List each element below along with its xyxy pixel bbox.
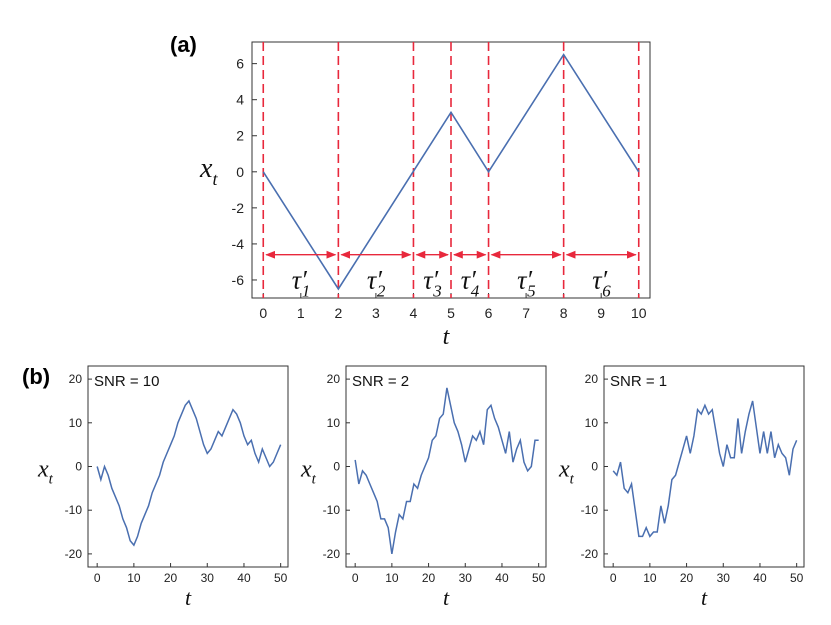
- y-tick-label: 6: [236, 56, 244, 72]
- y-tick-label: 4: [236, 92, 244, 108]
- x-axis-label: t: [185, 585, 192, 610]
- plot-frame: [603, 365, 805, 568]
- plot-frame: [87, 365, 289, 568]
- panel-a-chart: 0 1 2 3 4 5 6 7 8 9 10 -6 -4 -2 0 2 4 6 τ′1 τ′2 τ′3 τ′4 τ′5 τ′…: [199, 41, 651, 350]
- series-line: [262, 53, 640, 291]
- x-tick-label: 10: [643, 571, 657, 585]
- y-tick-label: 20: [327, 372, 341, 386]
- interval-label: τ′3: [423, 266, 442, 301]
- x-tick-label: 30: [459, 571, 473, 585]
- interval-label: τ′4: [461, 266, 480, 301]
- panel-b-label: (b): [22, 364, 50, 389]
- x-tick-label: 40: [237, 571, 251, 585]
- snr-label: SNR = 10: [94, 373, 159, 390]
- x-tick-label: 2: [334, 305, 342, 321]
- y-tick-label: -10: [323, 503, 341, 517]
- interval-label: τ′5: [517, 266, 536, 301]
- y-axis-label: xt: [558, 457, 575, 488]
- x-tick-label: 1: [297, 305, 305, 321]
- y-tick-label: -20: [581, 547, 599, 561]
- x-tick-label: 30: [717, 571, 731, 585]
- x-tick-label: 10: [385, 571, 399, 585]
- x-tick-label: 30: [201, 571, 215, 585]
- snr-label: SNR = 2: [352, 373, 409, 390]
- y-tick-label: 10: [327, 416, 341, 430]
- x-tick-label: 0: [259, 305, 267, 321]
- series-line: [612, 400, 798, 538]
- y-tick-label: 20: [69, 372, 83, 386]
- y-axis-label: xt: [37, 457, 54, 488]
- y-tick-label: 0: [591, 460, 598, 474]
- y-tick-label: 2: [236, 128, 244, 144]
- panel-a-ylabel: xt: [199, 153, 218, 189]
- y-tick-label: -10: [581, 503, 599, 517]
- y-tick-label: 0: [333, 460, 340, 474]
- y-axis-label: xt: [300, 457, 317, 488]
- x-axis-label: t: [443, 585, 450, 610]
- x-tick-label: 9: [597, 305, 605, 321]
- y-tick-label: 10: [585, 416, 599, 430]
- interval-label: τ′6: [592, 266, 611, 301]
- x-tick-label: 0: [610, 571, 617, 585]
- x-tick-label: 50: [274, 571, 288, 585]
- y-tick-label: -4: [232, 236, 245, 252]
- x-tick-label: 6: [485, 305, 493, 321]
- series-line: [354, 387, 539, 555]
- y-tick-label: -6: [232, 272, 245, 288]
- snr-label: SNR = 1: [610, 373, 667, 390]
- x-tick-label: 50: [790, 571, 804, 585]
- x-axis-label: t: [701, 585, 708, 610]
- x-tick-label: 20: [422, 571, 436, 585]
- x-tick-label: 0: [352, 571, 359, 585]
- y-tick-label: -2: [232, 200, 245, 216]
- x-tick-label: 50: [532, 571, 546, 585]
- x-tick-label: 40: [495, 571, 509, 585]
- x-tick-label: 20: [680, 571, 694, 585]
- y-tick-label: 10: [69, 416, 83, 430]
- x-tick-label: 5: [447, 305, 455, 321]
- y-tick-label: 0: [236, 164, 244, 180]
- panel-b3-chart: 0 10 20 30 40 50 -20 -10 0 10 20 SNR = 1 t xt: [558, 365, 805, 610]
- x-tick-label: 0: [94, 571, 101, 585]
- x-tick-label: 3: [372, 305, 380, 321]
- interval-label: τ′2: [367, 266, 386, 301]
- y-tick-label: -10: [65, 503, 83, 517]
- y-tick-label: 0: [75, 460, 82, 474]
- panel-a-label: (a): [170, 32, 197, 57]
- panel-b2-chart: 0 10 20 30 40 50 -20 -10 0 10 20 SNR = 2 t xt: [300, 365, 547, 610]
- x-tick-label: 20: [164, 571, 178, 585]
- x-tick-label: 7: [522, 305, 530, 321]
- series-line: [96, 399, 282, 547]
- x-tick-label: 40: [753, 571, 767, 585]
- x-tick-label: 4: [410, 305, 418, 321]
- x-tick-label: 10: [631, 305, 647, 321]
- y-tick-label: 20: [585, 372, 599, 386]
- x-tick-label: 10: [127, 571, 141, 585]
- y-tick-label: -20: [65, 547, 83, 561]
- y-tick-label: -20: [323, 547, 341, 561]
- x-tick-label: 8: [560, 305, 568, 321]
- panel-b1-chart: 0 10 20 30 40 50 -20 -10 0 10 20 SNR = 10 t xt: [37, 365, 289, 610]
- interval-label: τ′1: [292, 266, 311, 301]
- panel-a-xlabel: t: [443, 324, 451, 350]
